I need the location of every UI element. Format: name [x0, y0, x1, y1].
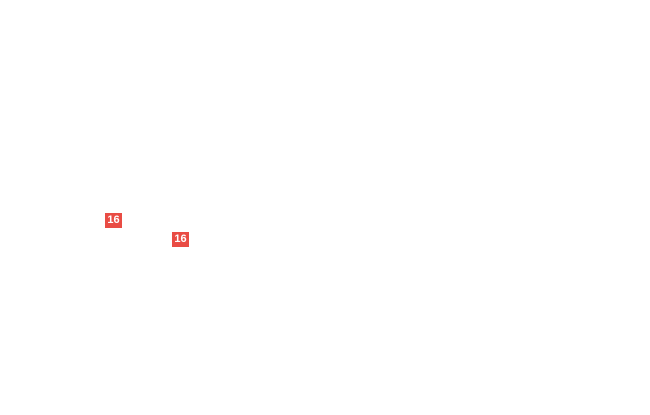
cluster-marker-badge[interactable]: 16	[105, 213, 122, 228]
cluster-marker-badge[interactable]: 16	[172, 232, 189, 247]
